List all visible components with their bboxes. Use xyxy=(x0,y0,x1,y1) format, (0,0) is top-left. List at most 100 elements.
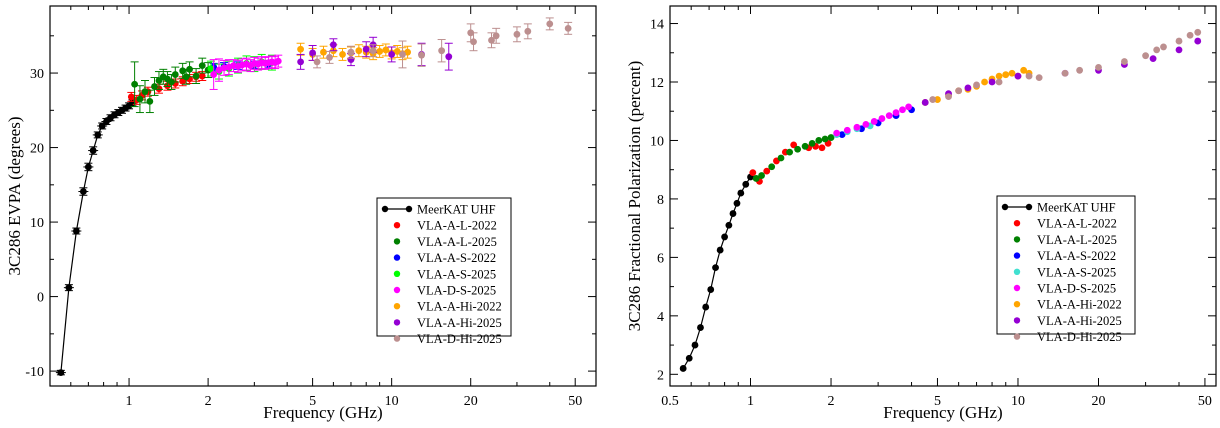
legend-label: VLA-A-L-2025 xyxy=(1037,233,1117,247)
data-point xyxy=(679,365,687,372)
legend-marker xyxy=(381,205,389,213)
x-tick-label: 0.5 xyxy=(661,394,679,409)
legend-marker xyxy=(393,335,401,342)
data-point xyxy=(1142,52,1149,60)
legend-marker xyxy=(1013,236,1021,243)
plot-frame xyxy=(669,5,1217,387)
plot-frame xyxy=(49,5,597,387)
legend-marker xyxy=(1013,220,1021,227)
data-point xyxy=(749,169,757,177)
legend-marker xyxy=(393,222,401,229)
series-vla-a-l-2025 xyxy=(130,57,213,114)
data-point xyxy=(192,72,200,80)
legend-item: MeerKAT UHF xyxy=(1001,201,1116,215)
legend-label: VLA-A-Hi-2025 xyxy=(417,316,502,330)
data-point xyxy=(1194,28,1202,36)
data-point xyxy=(945,93,952,101)
data-point xyxy=(685,354,693,362)
y-tick-label: 6 xyxy=(657,251,664,266)
x-tick-label: 10 xyxy=(385,394,399,409)
data-point xyxy=(1076,66,1084,74)
y-tick-label: 10 xyxy=(650,134,664,149)
data-point xyxy=(320,48,327,56)
data-point xyxy=(955,87,963,95)
data-point xyxy=(843,126,851,134)
data-point xyxy=(885,112,893,120)
data-point xyxy=(1035,74,1043,82)
data-point xyxy=(862,120,870,128)
data-point xyxy=(470,38,477,46)
y-tick-label: -10 xyxy=(25,365,44,380)
y-axis-title: 3C286 Fractional Polarization (percent) xyxy=(625,61,644,332)
data-point xyxy=(737,189,745,197)
data-point xyxy=(808,139,816,147)
data-point xyxy=(981,78,988,86)
data-point xyxy=(1014,72,1022,80)
data-point xyxy=(801,142,809,150)
legend-marker xyxy=(1013,333,1021,340)
y-tick-label: 30 xyxy=(30,67,44,82)
x-tick-label: 1 xyxy=(126,394,133,409)
data-point xyxy=(1186,31,1194,39)
legend-label: VLA-A-L-2022 xyxy=(1037,217,1117,231)
y-tick-label: 10 xyxy=(30,216,44,231)
data-point xyxy=(1095,63,1102,71)
data-point xyxy=(438,47,446,55)
data-point xyxy=(870,118,878,125)
data-point xyxy=(1121,58,1128,65)
series-vla-d-s-2025 xyxy=(209,54,283,90)
y-tick-label: 2 xyxy=(657,368,664,383)
legend-item: VLA-A-S-2025 xyxy=(393,267,496,281)
legend-label: MeerKAT UHF xyxy=(1037,201,1116,215)
data-point xyxy=(513,30,521,38)
legend-item: VLA-A-S-2022 xyxy=(393,251,496,265)
data-point xyxy=(853,123,861,131)
legend-marker xyxy=(393,238,401,245)
data-point xyxy=(1194,37,1202,45)
x-tick-label: 5 xyxy=(309,394,316,409)
x-axis-title: Frequency (GHz) xyxy=(883,403,1002,422)
legend-marker xyxy=(405,205,413,213)
legend-marker xyxy=(1013,301,1021,308)
legend-box xyxy=(996,195,1136,335)
legend-marker xyxy=(1013,317,1021,324)
series-line xyxy=(682,176,752,369)
data-point xyxy=(84,163,92,171)
legend-item: VLA-A-L-2025 xyxy=(393,235,497,249)
legend-box xyxy=(376,197,512,337)
legend-item: VLA-D-Hi-2025 xyxy=(393,332,502,346)
data-point xyxy=(733,199,741,207)
legend-item: VLA-A-Hi-2022 xyxy=(1013,298,1122,312)
legend-item: VLA-A-L-2022 xyxy=(1013,217,1117,231)
series-meerkat uhf xyxy=(679,173,754,372)
data-point xyxy=(339,51,346,58)
series-meerkat uhf xyxy=(55,99,138,376)
data-point xyxy=(131,80,139,88)
data-point xyxy=(725,221,733,229)
data-point xyxy=(57,369,65,376)
data-point xyxy=(207,65,215,72)
legend-label: VLA-A-L-2025 xyxy=(417,235,497,249)
data-point xyxy=(752,175,760,182)
data-point xyxy=(742,180,750,188)
data-point xyxy=(821,135,829,143)
y-tick-label: 20 xyxy=(30,142,44,157)
legend-item: VLA-D-S-2025 xyxy=(393,284,496,298)
data-point xyxy=(297,58,304,66)
legend-item: MeerKAT UHF xyxy=(381,203,496,217)
legend-item: VLA-A-L-2025 xyxy=(1013,233,1117,247)
series-vla-a-l-2025 xyxy=(752,134,835,182)
data-point xyxy=(763,167,771,175)
x-tick-label: 10 xyxy=(1011,394,1025,409)
legend-marker xyxy=(393,254,401,261)
data-point xyxy=(399,51,406,58)
x-axis-title: Frequency (GHz) xyxy=(263,403,382,422)
data-point xyxy=(186,65,193,73)
data-point xyxy=(546,20,554,28)
data-point xyxy=(794,145,802,153)
data-point xyxy=(210,71,218,78)
data-point xyxy=(393,48,401,55)
data-point xyxy=(309,49,317,57)
data-point xyxy=(973,81,980,89)
